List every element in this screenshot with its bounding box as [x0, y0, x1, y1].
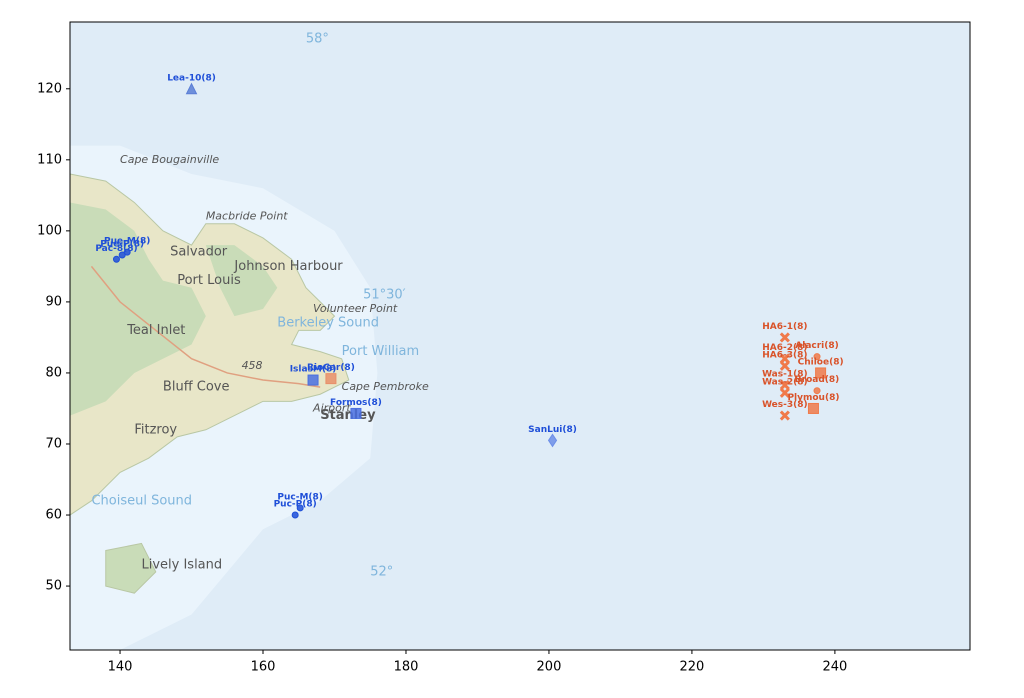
map-label: Volunteer Point	[313, 302, 398, 315]
map-background: Cape Bougainville Macbride Point Salvador P…	[70, 22, 970, 650]
point	[547, 433, 558, 448]
y-tick-label: 70	[45, 436, 62, 451]
point	[118, 251, 126, 259]
point-label: Pac-8(8)	[95, 244, 137, 254]
point-label: Was-2(8)	[762, 377, 808, 387]
map-label: Salvador	[170, 245, 228, 260]
map-label: Fitzroy	[134, 422, 177, 437]
point	[813, 387, 821, 395]
map-label: Choiseul Sound	[91, 493, 192, 508]
map-label: 51°30′	[363, 287, 406, 302]
map-label: Cape Bougainville	[120, 153, 219, 166]
point-label: HA6-2(8)	[762, 343, 807, 353]
x-tick-label: 200	[537, 660, 562, 675]
land-green	[70, 202, 206, 416]
y-tick-label: 120	[37, 81, 62, 96]
map-label: Teal Inlet	[126, 323, 185, 338]
y-tick-label: 60	[45, 508, 62, 523]
x-tick-label: 220	[680, 660, 705, 675]
x-tick-label: 160	[251, 660, 276, 675]
map-label: 458	[242, 359, 263, 372]
point-label: RioCar(8)	[307, 363, 355, 373]
point-label: Pue-P(8)	[100, 240, 144, 250]
point-label: SanLui(8)	[528, 425, 577, 435]
point-label: Pue-M(8)	[104, 237, 150, 247]
map-label: Stanley	[320, 408, 376, 423]
point	[185, 82, 198, 95]
map-label: Lively Island	[141, 557, 222, 572]
point-label: Chiloe(8)	[798, 357, 844, 367]
map-label: 52°	[370, 564, 393, 579]
y-tick-label: 110	[37, 152, 62, 167]
land-green	[205, 245, 278, 317]
y-tick-label: 50	[45, 579, 62, 594]
point-label: Wes-3(8)	[762, 400, 808, 410]
point	[779, 387, 790, 398]
plot-area: Lea-10(8) Pue-M(8)Pue-P(8)Pac-8(8) RioCar(…	[95, 73, 844, 519]
point	[112, 255, 120, 263]
map-label: Cape Pembroke	[342, 380, 429, 393]
point-label: HA6-1(8)	[762, 322, 807, 332]
road	[90, 265, 321, 388]
point	[813, 353, 821, 361]
point-label: Formos(8)	[330, 398, 382, 408]
point	[779, 379, 790, 391]
point-label: Puc-M(8)	[277, 492, 323, 502]
map-label: Airport	[312, 401, 351, 414]
point	[291, 511, 299, 519]
y-tick-label: 100	[37, 223, 62, 238]
x-tick-label: 140	[108, 660, 133, 675]
map-label: Bluff Cove	[163, 380, 230, 395]
point-label: Plymou(8)	[787, 393, 839, 403]
point-label: HA6-3(8)	[762, 350, 807, 360]
point-label: IslasM(8)	[290, 365, 337, 375]
x-tick-label: 180	[394, 660, 419, 675]
point-label: Puc-P(8)	[274, 500, 317, 510]
point	[350, 407, 362, 419]
point-label: Broad(8)	[795, 375, 840, 385]
point	[779, 332, 790, 343]
x-tick-label: 240	[822, 660, 847, 675]
point	[815, 367, 827, 379]
point-label: Alacri(8)	[795, 341, 838, 351]
map-label: Johnson Harbour	[233, 259, 343, 274]
map-label: Port Louis	[177, 273, 241, 288]
point	[779, 410, 790, 421]
y-tick-label: 90	[45, 294, 62, 309]
land-island	[105, 542, 157, 594]
point	[779, 360, 790, 371]
map-label: Port William	[342, 344, 420, 359]
point-label: Lea-10(8)	[167, 73, 216, 83]
point-label: Was-1(8)	[762, 370, 808, 380]
point	[296, 504, 304, 512]
plot-frame	[69, 21, 971, 651]
point	[325, 373, 337, 385]
map-label: Macbride Point	[206, 210, 288, 223]
point	[807, 402, 819, 414]
map-label: 58°	[306, 32, 329, 47]
point	[307, 374, 319, 386]
map-label: Berkeley Sound	[277, 316, 379, 331]
y-tick-label: 80	[45, 365, 62, 380]
